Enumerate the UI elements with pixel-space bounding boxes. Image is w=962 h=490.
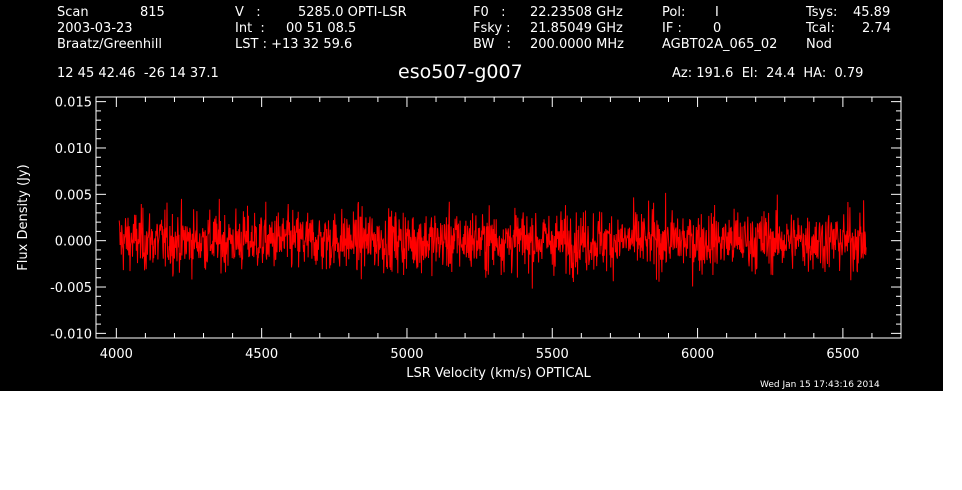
coordinates: 12 45 42.46 -26 14 37.1: [57, 66, 219, 81]
tsys-label: Tsys:: [806, 5, 838, 20]
fsky-label: Fsky :: [473, 21, 511, 36]
x-tick-label: 4500: [245, 347, 278, 362]
spectrum-chart: 4000 4500 5000 5500 6000 6500 -0.010 -0.005 0.00…: [16, 96, 902, 381]
project-id: AGBT02A_065_02: [662, 37, 778, 52]
x-tick-label: 5500: [536, 347, 569, 362]
az-el-ha: Az: 191.6 El: 24.4 HA: 0.79: [672, 66, 864, 81]
observer: Braatz/Greenhill: [57, 37, 162, 52]
tcal-value: 2.74: [862, 21, 891, 36]
timestamp: Wed Jan 15 17:43:16 2014: [760, 380, 880, 390]
if-label: IF :: [662, 21, 682, 36]
pol-value: I: [715, 5, 719, 20]
velocity-value: 5285.0 OPTI-LSR: [298, 5, 407, 20]
bw-label: BW :: [473, 37, 512, 52]
x-tick-label: 5000: [390, 347, 423, 362]
int-value: 00 51 08.5: [286, 21, 357, 36]
y-tick-label: 0.000: [55, 235, 92, 250]
y-axis-label: Flux Density (Jy): [16, 164, 31, 270]
axes-frame: [95, 96, 902, 339]
x-tick-label: 6500: [826, 347, 859, 362]
tsys-value: 45.89: [853, 5, 891, 20]
tcal-label: Tcal:: [806, 21, 835, 36]
obs-date: 2003-03-23: [57, 21, 133, 36]
source-title: eso507-g007: [398, 61, 523, 83]
int-label: Int :: [235, 21, 265, 36]
if-value: 0: [713, 21, 722, 36]
pol-label: Pol:: [662, 5, 686, 20]
scan-value: 815: [140, 5, 165, 20]
lst-label: LST : +13 32 59.6: [235, 37, 353, 52]
x-axis-label: LSR Velocity (km/s) OPTICAL: [406, 366, 591, 381]
f0-label: F0 :: [473, 5, 506, 20]
y-tick-label: -0.010: [50, 327, 92, 342]
fsky-value: 21.85049 GHz: [530, 21, 623, 36]
scan-label: Scan: [57, 5, 89, 20]
y-tick-label: -0.005: [50, 281, 92, 296]
obs-mode: Nod: [806, 37, 832, 52]
y-tick-label: 0.005: [55, 188, 92, 203]
bw-value: 200.0000 MHz: [530, 37, 624, 52]
y-tick-label: 0.015: [55, 96, 92, 111]
plot-panel: Scan 815 2003-03-23 Braatz/Greenhill V :…: [0, 0, 943, 391]
x-tick-label: 6000: [681, 347, 714, 362]
spectrum-line: [118, 192, 867, 289]
y-tick-label: 0.010: [55, 142, 92, 157]
velocity-label: V :: [235, 5, 261, 20]
f0-value: 22.23508 GHz: [530, 5, 623, 20]
x-tick-label: 4000: [100, 347, 133, 362]
